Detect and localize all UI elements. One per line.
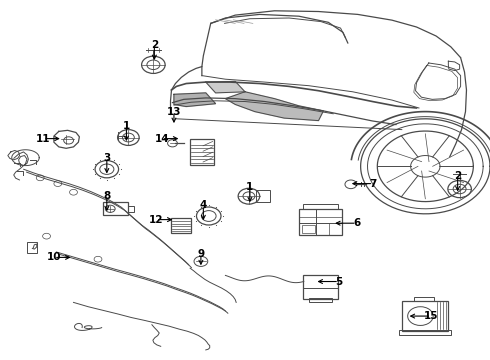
Bar xyxy=(256,190,270,202)
Polygon shape xyxy=(174,93,216,107)
Text: 3: 3 xyxy=(103,153,110,163)
Bar xyxy=(309,298,332,302)
Text: 6: 6 xyxy=(353,218,360,228)
Text: 4: 4 xyxy=(199,200,207,210)
Bar xyxy=(414,297,434,301)
Text: 1: 1 xyxy=(246,182,253,192)
Text: 13: 13 xyxy=(167,107,181,117)
Text: 7: 7 xyxy=(369,179,377,189)
Polygon shape xyxy=(225,92,323,121)
Text: 2: 2 xyxy=(454,171,461,181)
Text: 2: 2 xyxy=(151,40,158,50)
Bar xyxy=(190,139,214,165)
Text: 10: 10 xyxy=(47,252,61,262)
Text: 8: 8 xyxy=(103,191,110,201)
Bar xyxy=(299,209,342,235)
Bar xyxy=(27,242,37,253)
Text: 1: 1 xyxy=(123,121,130,131)
Bar xyxy=(303,204,338,209)
Text: 5: 5 xyxy=(336,276,343,287)
Text: 9: 9 xyxy=(197,249,204,259)
Polygon shape xyxy=(206,81,245,93)
Bar xyxy=(171,218,191,233)
Bar xyxy=(402,301,448,331)
Bar xyxy=(128,206,134,212)
Bar xyxy=(302,225,315,233)
Bar xyxy=(399,330,451,335)
Bar xyxy=(103,202,128,215)
Text: 11: 11 xyxy=(36,134,50,144)
Text: 12: 12 xyxy=(148,215,163,225)
Text: 14: 14 xyxy=(154,134,169,144)
Bar xyxy=(303,275,338,299)
Text: 15: 15 xyxy=(424,311,439,321)
